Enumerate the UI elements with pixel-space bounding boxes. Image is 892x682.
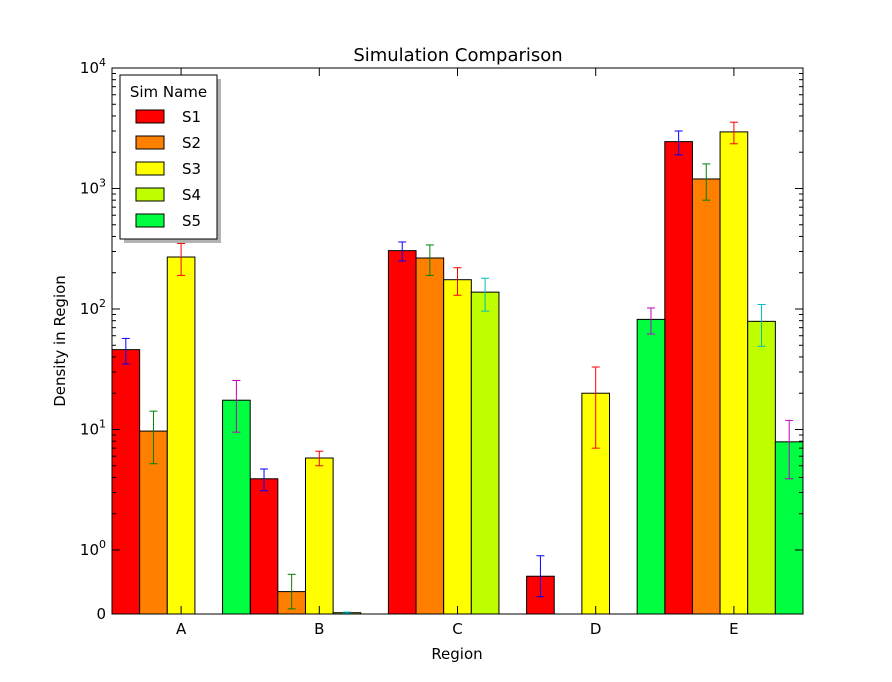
- errorbar-S2-B: [287, 573, 296, 610]
- x-axis-label: Region: [431, 645, 482, 663]
- errorbar-S1-C: [398, 241, 407, 262]
- x-tick-label: E: [729, 620, 738, 638]
- bar-S3-C: [443, 279, 472, 615]
- y-tick-label: 100: [80, 538, 106, 559]
- bar-S4-C: [470, 291, 500, 615]
- legend-swatch-S2: [135, 135, 165, 150]
- errorbar-S3-C: [453, 267, 462, 296]
- errorbar-S2-A: [149, 410, 158, 465]
- errorbar-S1-B: [260, 468, 269, 492]
- errorbar-S4-C: [481, 277, 490, 312]
- errorbar-S5-D: [646, 307, 655, 335]
- legend-frame: [119, 74, 218, 240]
- errorbar-S4-B: [342, 611, 351, 614]
- legend-label-S4: S4: [182, 186, 201, 204]
- errorbar-S5-E: [785, 419, 794, 480]
- y-tick-label: 0: [96, 605, 106, 623]
- y-tick-label: 102: [80, 297, 106, 318]
- legend-label-S3: S3: [182, 160, 201, 178]
- x-tick-label: C: [452, 620, 462, 638]
- y-tick-label: 103: [80, 177, 106, 198]
- bar-S3-B: [304, 457, 334, 615]
- errorbar-S1-E: [674, 130, 683, 156]
- y-axis-label: Density in Region: [51, 275, 69, 407]
- errorbar-S5-A: [232, 380, 241, 433]
- legend-swatch-S4: [135, 187, 165, 202]
- bar-S5-D: [636, 318, 666, 615]
- y-tick-label: 101: [80, 418, 106, 439]
- chart-title: Simulation Comparison: [353, 45, 562, 66]
- legend-label-S5: S5: [182, 212, 201, 230]
- errorbar-S1-A: [121, 337, 130, 365]
- errorbar-S1-D: [536, 555, 545, 598]
- legend-title: Sim Name: [130, 83, 207, 101]
- bar-S3-E: [719, 131, 749, 615]
- bar-S1-B: [249, 478, 279, 615]
- bar-S2-E: [691, 178, 721, 615]
- x-tick-label: D: [590, 620, 602, 638]
- legend-label-S2: S2: [182, 134, 201, 152]
- y-tick-label: 104: [80, 56, 106, 77]
- errorbar-S4-E: [757, 303, 766, 347]
- bar-S1-A: [111, 349, 141, 615]
- bar-S3-A: [166, 256, 196, 615]
- x-axis: A B C D E: [176, 68, 739, 638]
- legend-swatch-S1: [135, 109, 165, 124]
- legend-swatch-S5: [135, 213, 165, 228]
- y-axis: 0 100 101 102 103 104: [80, 56, 803, 623]
- errorbar-S2-E: [702, 163, 711, 201]
- bars-layer: [111, 131, 804, 615]
- errorbar-S3-A: [177, 242, 186, 276]
- bar-S2-C: [415, 257, 445, 615]
- errorbars-layer: [121, 121, 794, 614]
- bar-S1-C: [387, 250, 417, 615]
- legend: Sim Name S1 S2 S3 S4 S5: [119, 74, 221, 243]
- bar-S1-E: [664, 141, 693, 615]
- x-tick-label: B: [314, 620, 324, 638]
- legend-swatch-S3: [135, 161, 165, 176]
- x-tick-label: A: [176, 620, 187, 638]
- errorbar-S3-D: [591, 366, 600, 449]
- errorbar-S3-B: [315, 450, 324, 467]
- errorbar-S3-E: [729, 121, 738, 145]
- errorbar-S2-C: [425, 244, 434, 276]
- legend-label-S1: S1: [182, 108, 201, 126]
- bar-S4-E: [747, 320, 776, 615]
